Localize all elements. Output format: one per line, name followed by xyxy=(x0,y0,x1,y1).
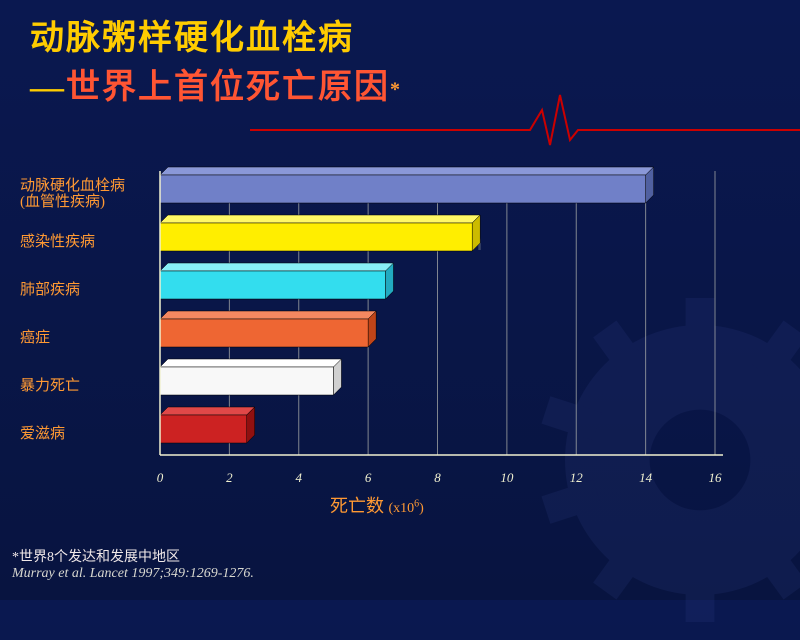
x-tick: 12 xyxy=(570,470,583,486)
x-tick: 2 xyxy=(226,470,233,486)
x-tick: 6 xyxy=(365,470,372,486)
x-tick: 16 xyxy=(709,470,722,486)
y-label: 癌症 xyxy=(20,314,140,362)
x-axis-ticks: 0 2 4 6 8 10 12 14 16 xyxy=(150,470,725,494)
x-tick: 0 xyxy=(157,470,164,486)
y-label: 动脉硬化血栓病(血管性疾病) xyxy=(20,170,140,218)
title-line-2: —世界上首位死亡原因* xyxy=(30,59,402,108)
title-line-1: 动脉粥样硬化血栓病 xyxy=(30,10,402,59)
x-tick: 4 xyxy=(296,470,303,486)
y-label: 肺部疾病 xyxy=(20,266,140,314)
y-label: 暴力死亡 xyxy=(20,362,140,410)
y-label: 爱滋病 xyxy=(20,410,140,458)
footnote-1: *世界8个发达和发展中地区 xyxy=(12,546,254,566)
x-axis-label: 死亡数 (x106) xyxy=(330,492,424,518)
y-axis-labels: 动脉硬化血栓病(血管性疾病)感染性疾病肺部疾病癌症暴力死亡爱滋病 xyxy=(20,170,140,458)
y-label: 感染性疾病 xyxy=(20,218,140,266)
x-tick: 8 xyxy=(434,470,441,486)
footnotes: *世界8个发达和发展中地区 Murray et al. Lancet 1997;… xyxy=(12,546,254,582)
slide-title: 动脉粥样硬化血栓病 —世界上首位死亡原因* xyxy=(30,10,402,108)
footnote-2: Murray et al. Lancet 1997;349:1269-1276. xyxy=(12,566,254,582)
x-tick: 10 xyxy=(500,470,513,486)
chart-plot xyxy=(150,165,725,465)
x-tick: 14 xyxy=(639,470,652,486)
bar-chart: 动脉硬化血栓病(血管性疾病)感染性疾病肺部疾病癌症暴力死亡爱滋病 0 2 4 6 8 10… xyxy=(20,165,780,505)
